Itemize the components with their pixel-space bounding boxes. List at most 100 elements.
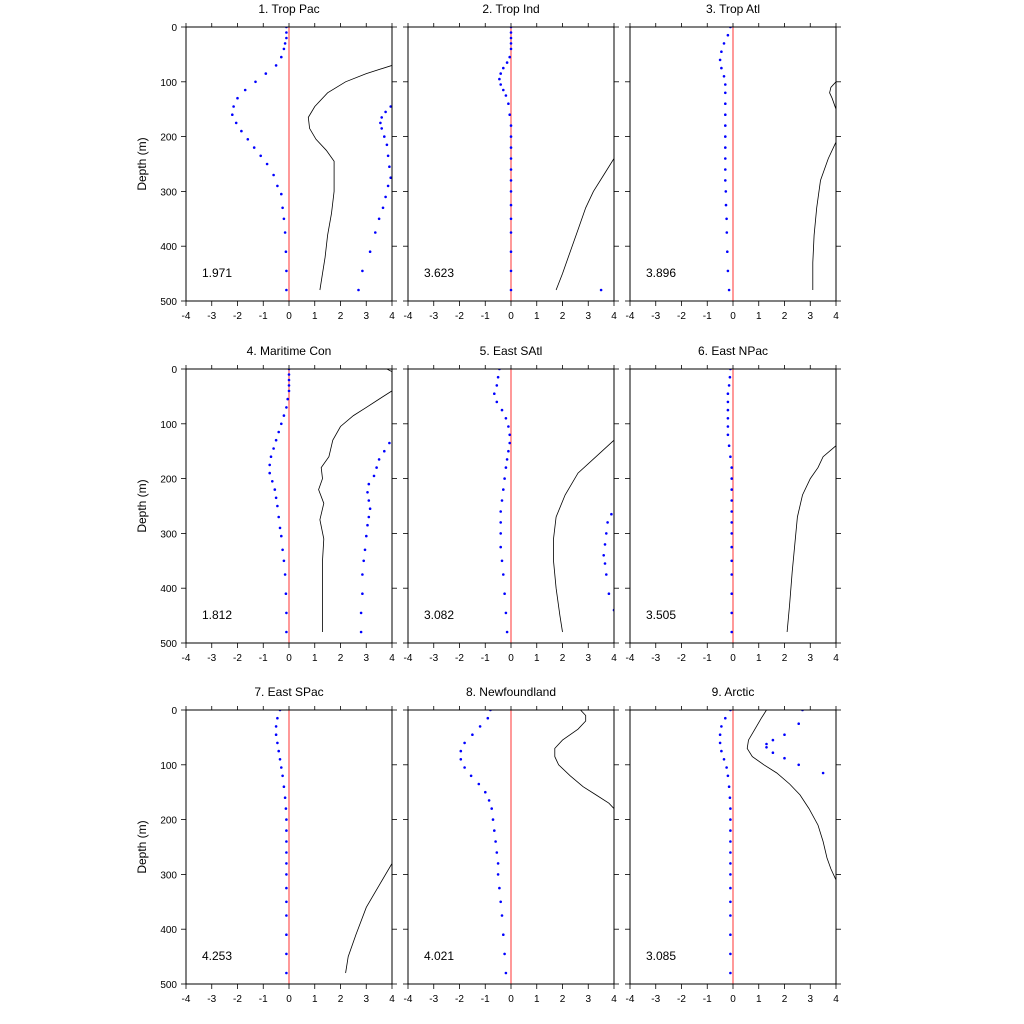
data-point bbox=[505, 61, 509, 64]
data-point bbox=[500, 559, 504, 563]
data-point bbox=[502, 573, 505, 576]
data-point bbox=[507, 449, 510, 453]
data-point bbox=[285, 971, 288, 975]
data-point bbox=[282, 414, 286, 417]
data-point bbox=[504, 971, 508, 975]
data-point bbox=[727, 384, 731, 387]
data-point bbox=[509, 168, 513, 171]
x-tick-label: 2 bbox=[560, 994, 566, 1005]
data-point bbox=[274, 733, 278, 736]
data-point bbox=[478, 725, 482, 728]
data-point bbox=[285, 288, 288, 292]
data-point bbox=[285, 851, 288, 854]
data-point bbox=[726, 774, 730, 778]
data-point bbox=[285, 630, 288, 634]
data-point bbox=[508, 433, 512, 437]
series-line-2 bbox=[553, 439, 614, 633]
series-line-2 bbox=[829, 81, 836, 110]
x-tick-label: -2 bbox=[455, 653, 464, 664]
data-point bbox=[728, 375, 732, 379]
data-point bbox=[389, 105, 392, 108]
data-point bbox=[277, 515, 281, 519]
x-tick-label: 1 bbox=[534, 311, 540, 322]
data-point bbox=[276, 716, 279, 720]
y-axis-label: Depth (m) bbox=[135, 137, 149, 190]
data-point bbox=[603, 562, 607, 565]
y-tick-label: 400 bbox=[160, 242, 177, 253]
x-tick-label: 3 bbox=[585, 311, 591, 322]
y-tick-label: 300 bbox=[160, 529, 177, 540]
data-point bbox=[724, 83, 727, 86]
data-point bbox=[503, 477, 506, 480]
y-tick-label: 0 bbox=[171, 706, 177, 717]
data-point bbox=[280, 766, 283, 769]
data-point bbox=[276, 504, 279, 508]
data-point bbox=[718, 58, 722, 62]
data-point bbox=[730, 630, 733, 634]
x-tick-label: -2 bbox=[677, 653, 686, 664]
data-point bbox=[268, 471, 272, 475]
x-tick-label: -4 bbox=[404, 311, 413, 322]
x-tick-label: 2 bbox=[560, 653, 566, 664]
plot-area bbox=[268, 369, 392, 643]
data-point bbox=[463, 766, 466, 769]
data-point bbox=[282, 785, 286, 788]
data-point bbox=[368, 250, 372, 253]
data-point bbox=[726, 408, 730, 412]
x-tick-label: 0 bbox=[730, 994, 736, 1005]
data-point bbox=[730, 521, 733, 524]
data-point bbox=[499, 900, 503, 904]
data-point bbox=[280, 192, 283, 196]
data-point bbox=[509, 250, 513, 253]
y-tick-label: 300 bbox=[160, 870, 177, 881]
data-point bbox=[499, 532, 503, 535]
data-point bbox=[509, 231, 513, 234]
data-point bbox=[495, 400, 499, 404]
data-point bbox=[486, 716, 490, 720]
plot-area bbox=[493, 369, 614, 643]
x-tick-label: 3 bbox=[807, 994, 813, 1005]
y-tick-label: 100 bbox=[160, 78, 177, 89]
data-point bbox=[388, 165, 391, 168]
panel-title: 2. Trop Ind bbox=[482, 2, 539, 16]
panel-2: -4 -3 -2 -1 0 1 2 3 4 2. Trop Ind 3.623 bbox=[403, 2, 619, 322]
data-point bbox=[281, 206, 284, 210]
data-point bbox=[730, 499, 733, 502]
data-point bbox=[509, 179, 513, 182]
y-tick-label: 400 bbox=[160, 925, 177, 936]
panel-1: -4 -3 -2 -1 0 1 2 3 4 0 100 200 300 400 500 1. Trop Pac… bbox=[135, 2, 397, 322]
data-point bbox=[363, 548, 367, 552]
x-tick-label: 0 bbox=[286, 653, 292, 664]
x-tick-label: -4 bbox=[404, 653, 413, 664]
data-point bbox=[385, 143, 389, 147]
data-point bbox=[372, 474, 376, 478]
data-point bbox=[610, 512, 613, 516]
data-point bbox=[384, 110, 387, 114]
panel-3: -4 -3 -2 -1 0 1 2 3 4 3. Trop Atl 3.896 bbox=[625, 2, 841, 322]
x-tick-label: 4 bbox=[611, 994, 617, 1005]
data-point bbox=[285, 873, 288, 876]
y-tick-label: 300 bbox=[160, 187, 177, 198]
panel-5: -4 -3 -2 -1 0 1 2 3 4 5. East SAtl 3.082 bbox=[403, 344, 619, 664]
x-tick-label: 3 bbox=[363, 653, 369, 664]
x-tick-label: -1 bbox=[259, 653, 268, 664]
data-point bbox=[496, 862, 500, 865]
data-point bbox=[724, 179, 727, 182]
x-tick-label: 4 bbox=[389, 311, 395, 322]
y-tick-label: 400 bbox=[160, 584, 177, 595]
data-point bbox=[821, 771, 825, 775]
panel-6: -4 -3 -2 -1 0 1 2 3 4 6. East NPac 3.505 bbox=[625, 344, 841, 664]
data-point bbox=[366, 523, 369, 527]
x-tick-label: -4 bbox=[182, 311, 191, 322]
data-point bbox=[783, 756, 786, 760]
series-line-2 bbox=[786, 445, 836, 633]
x-tick-label: -1 bbox=[703, 994, 712, 1005]
x-tick-label: -1 bbox=[481, 653, 490, 664]
data-point bbox=[281, 548, 284, 552]
data-point bbox=[724, 102, 727, 105]
y-tick-label: 0 bbox=[171, 23, 177, 34]
series-line-2 bbox=[307, 65, 392, 291]
y-tick-label: 0 bbox=[171, 365, 177, 376]
data-point bbox=[362, 559, 366, 563]
data-point bbox=[285, 406, 288, 409]
